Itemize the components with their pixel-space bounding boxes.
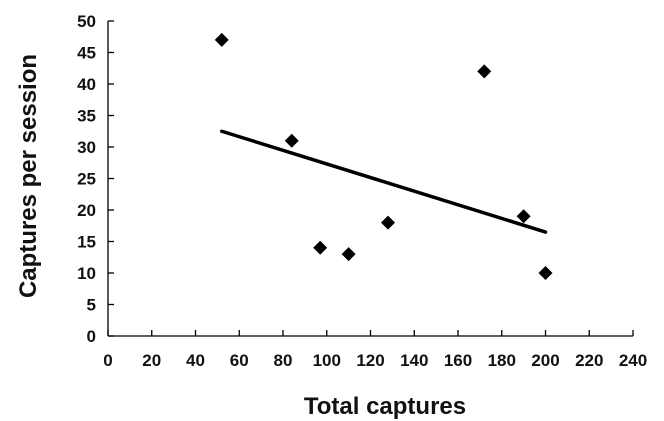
y-tick-label: 5: [87, 296, 96, 315]
y-tick-label: 30: [77, 138, 96, 157]
data-point: [477, 64, 492, 79]
x-tick-label: 200: [531, 351, 559, 370]
data-point: [284, 133, 299, 148]
data-point: [538, 266, 553, 280]
data-points: [214, 32, 553, 280]
x-axis-title: Total captures: [304, 393, 466, 420]
y-tick-label: 0: [87, 327, 96, 346]
x-tick-label: 100: [313, 351, 341, 370]
y-tick-label: 40: [77, 75, 96, 94]
x-tick-label: 80: [274, 351, 293, 370]
x-tick-label: 40: [186, 351, 205, 370]
trendline: [220, 129, 548, 234]
y-tick-label: 45: [77, 44, 96, 63]
x-tick-label: 240: [619, 351, 647, 370]
data-point: [313, 240, 328, 255]
y-tick-label: 10: [77, 264, 96, 283]
y-tick-label: 35: [77, 107, 96, 126]
x-tick-label: 120: [356, 351, 384, 370]
data-point: [381, 215, 395, 230]
y-tick-label: 15: [77, 233, 96, 252]
y-axis-title: Captures per session: [15, 54, 42, 298]
x-tick-label: 160: [444, 351, 472, 370]
x-tick-label: 20: [142, 351, 161, 370]
x-tick-label: 220: [575, 351, 603, 370]
x-tick-label: 140: [400, 351, 428, 370]
y-tick-label: 25: [77, 170, 96, 189]
trendline-group: [220, 129, 548, 234]
y-tick-label: 20: [77, 201, 96, 220]
x-axis: 0 20 40 60 80 100 120 140 160 180 200 220 240: [103, 330, 647, 370]
data-point: [341, 247, 356, 262]
x-tick-label: 0: [103, 351, 112, 370]
data-point: [214, 32, 229, 47]
data-point: [516, 209, 531, 224]
y-axis: 0 5 10 15 20 25 30 35 40 45 50: [77, 12, 114, 346]
x-tick-label: 180: [488, 351, 516, 370]
x-tick-label: 60: [230, 351, 249, 370]
y-tick-label: 50: [77, 12, 96, 31]
